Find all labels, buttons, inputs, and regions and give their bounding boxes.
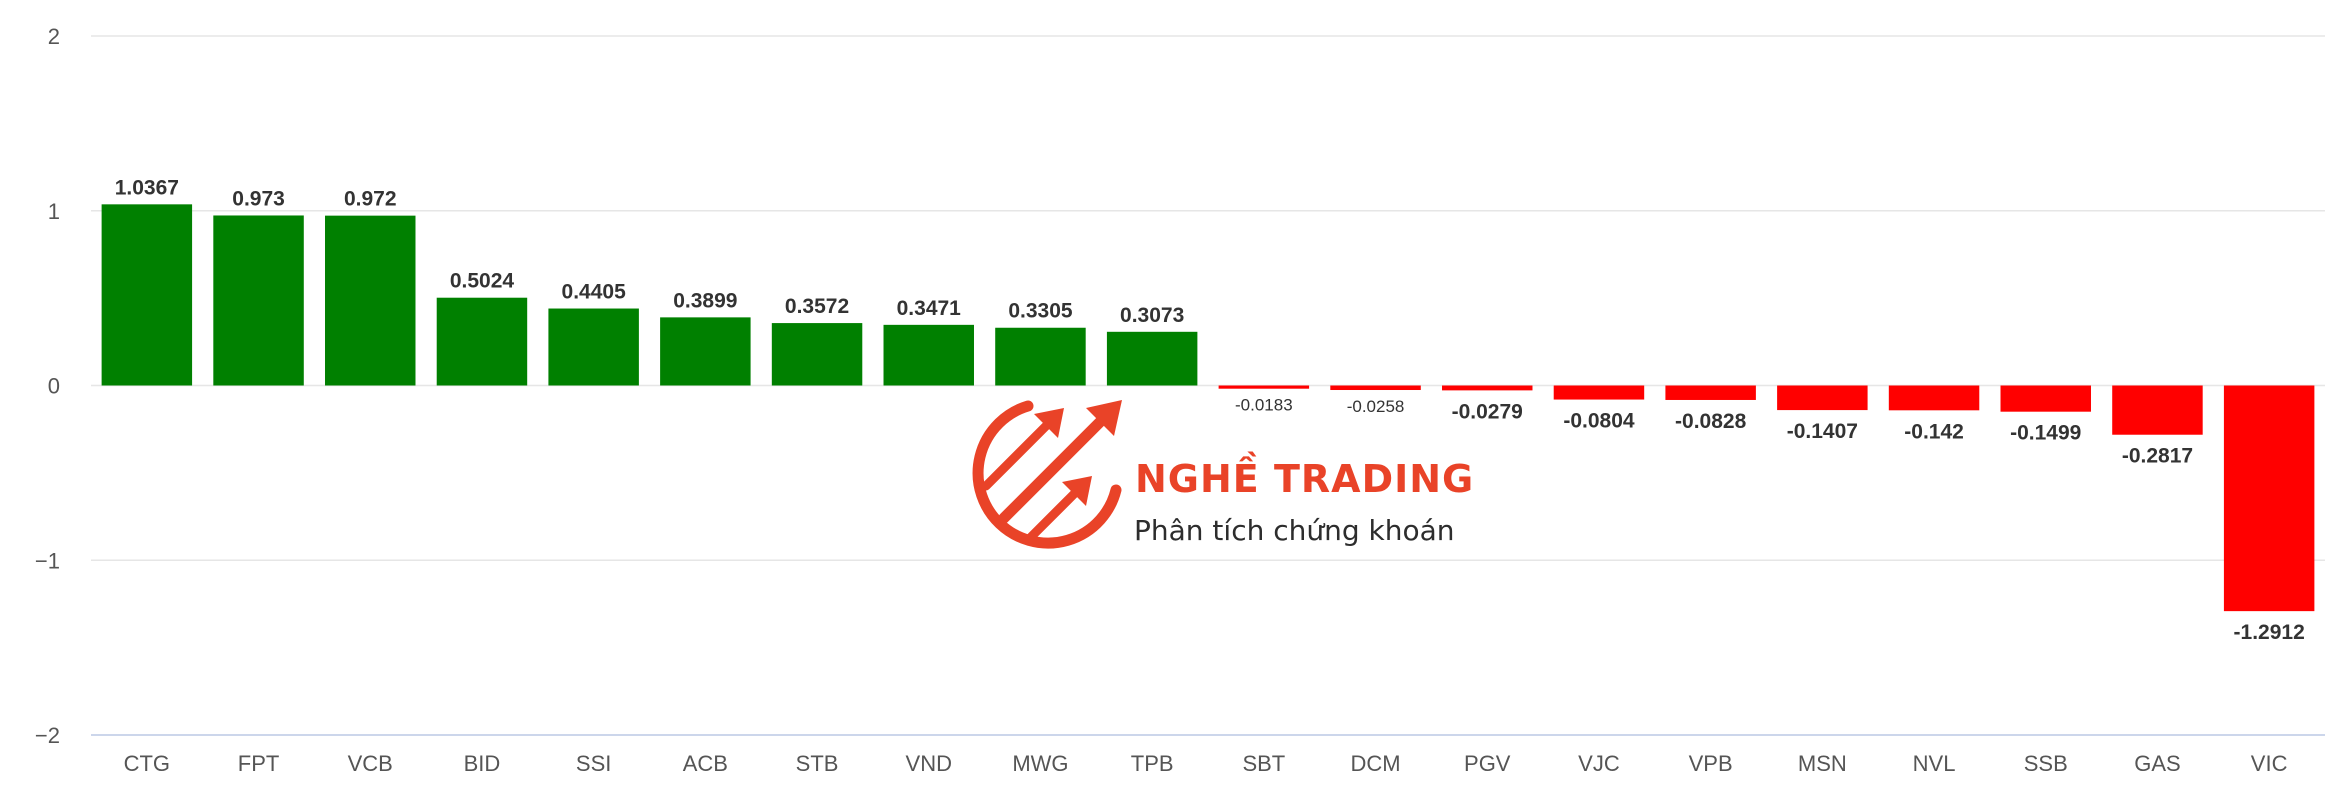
x-tick-label-ssb: SSB bbox=[2024, 751, 2068, 776]
data-label-ctg: 1.0367 bbox=[115, 176, 179, 199]
bar-tpb bbox=[1106, 331, 1198, 386]
data-label-bid: 0.5024 bbox=[450, 270, 515, 293]
bar-mwg bbox=[995, 327, 1086, 386]
x-tick-label-dcm: DCM bbox=[1350, 751, 1400, 776]
data-label-nvl: -0.142 bbox=[1904, 420, 1964, 443]
x-tick-label-sbt: SBT bbox=[1242, 751, 1285, 776]
bar-bid bbox=[436, 297, 528, 386]
x-tick-label-msn: MSN bbox=[1798, 751, 1847, 776]
y-tick-label: −2 bbox=[35, 723, 60, 748]
x-tick-label-tpb: TPB bbox=[1131, 751, 1174, 776]
x-tick-label-gas: GAS bbox=[2134, 751, 2180, 776]
x-tick-label-mwg: MWG bbox=[1012, 751, 1068, 776]
bar-acb bbox=[660, 317, 751, 386]
data-label-vcb: 0.972 bbox=[344, 188, 397, 211]
data-label-acb: 0.3899 bbox=[673, 289, 737, 312]
bar-msn bbox=[1777, 385, 1868, 411]
bar-sbt bbox=[1218, 385, 1310, 389]
bar-vpb bbox=[1665, 385, 1756, 400]
bar-gas bbox=[2112, 385, 2203, 435]
logo-icon bbox=[972, 400, 1122, 549]
grid-layer bbox=[91, 35, 2325, 736]
data-label-stb: 0.3572 bbox=[785, 295, 849, 318]
bar-ctg bbox=[101, 204, 193, 386]
x-tick-label-pgv: PGV bbox=[1464, 751, 1511, 776]
bar-vic bbox=[2223, 385, 2315, 612]
data-label-vpb: -0.0828 bbox=[1675, 410, 1747, 433]
data-label-pgv: -0.0279 bbox=[1452, 400, 1523, 423]
y-tick-label: 2 bbox=[48, 24, 60, 49]
x-tick-label-nvl: NVL bbox=[1913, 751, 1956, 776]
bar-ssb bbox=[2000, 385, 2091, 412]
data-labels-layer: 1.0367 0.973 0.972 0.5024 0.4405 0.3899 0.3572… bbox=[115, 176, 2305, 644]
bar-dcm bbox=[1330, 385, 1421, 391]
data-label-ssi: 0.4405 bbox=[562, 281, 627, 304]
x-tick-label-vcb: VCB bbox=[348, 751, 393, 776]
data-label-dcm: -0.0258 bbox=[1347, 397, 1405, 416]
bar-vnd bbox=[883, 324, 974, 386]
x-tick-label-vpb: VPB bbox=[1689, 751, 1733, 776]
x-tick-label-vic: VIC bbox=[2251, 751, 2288, 776]
bar-vcb bbox=[325, 215, 416, 386]
bar-fpt bbox=[213, 215, 304, 386]
data-label-vnd: 0.3471 bbox=[897, 297, 962, 320]
x-tick-label-acb: ACB bbox=[683, 751, 728, 776]
x-tick-label-fpt: FPT bbox=[238, 751, 280, 776]
x-tick-label-ssi: SSI bbox=[576, 751, 611, 776]
watermark-logo: NGHỀ TRADING Phân tích chứng khoán bbox=[972, 400, 1474, 549]
data-label-msn: -0.1407 bbox=[1787, 420, 1858, 443]
bar-ssi bbox=[548, 308, 639, 386]
x-tick-label-stb: STB bbox=[796, 751, 839, 776]
bar-pgv bbox=[1442, 385, 1533, 391]
data-label-tpb: 0.3073 bbox=[1120, 304, 1184, 327]
y-tick-label: 1 bbox=[48, 199, 60, 224]
data-label-vjc: -0.0804 bbox=[1563, 410, 1635, 433]
y-axis: 2 1 0 −1 −2 bbox=[35, 24, 60, 748]
bar-stb bbox=[771, 323, 863, 386]
data-label-vic: -1.2912 bbox=[2234, 621, 2305, 644]
bar-vjc bbox=[1553, 385, 1645, 400]
bar-nvl bbox=[1888, 385, 1980, 411]
x-tick-label-vjc: VJC bbox=[1578, 751, 1620, 776]
bars-layer bbox=[101, 204, 2315, 612]
data-label-mwg: 0.3305 bbox=[1008, 300, 1073, 323]
data-label-gas: -0.2817 bbox=[2122, 445, 2193, 468]
watermark-subtitle: Phân tích chứng khoán bbox=[1134, 514, 1455, 547]
y-tick-label: 0 bbox=[48, 374, 60, 399]
watermark-title: NGHỀ TRADING bbox=[1135, 452, 1474, 501]
x-tick-label-vnd: VND bbox=[906, 751, 952, 776]
x-axis: CTG FPT VCB BID SSI ACB STB VND MWG TPB SBT DCM PGV V… bbox=[124, 751, 2288, 776]
x-tick-label-ctg: CTG bbox=[124, 751, 170, 776]
y-tick-label: −1 bbox=[35, 548, 60, 573]
data-label-sbt: -0.0183 bbox=[1235, 396, 1293, 415]
data-label-fpt: 0.973 bbox=[232, 187, 285, 210]
x-tick-label-bid: BID bbox=[464, 751, 501, 776]
data-label-ssb: -0.1499 bbox=[2010, 422, 2081, 445]
